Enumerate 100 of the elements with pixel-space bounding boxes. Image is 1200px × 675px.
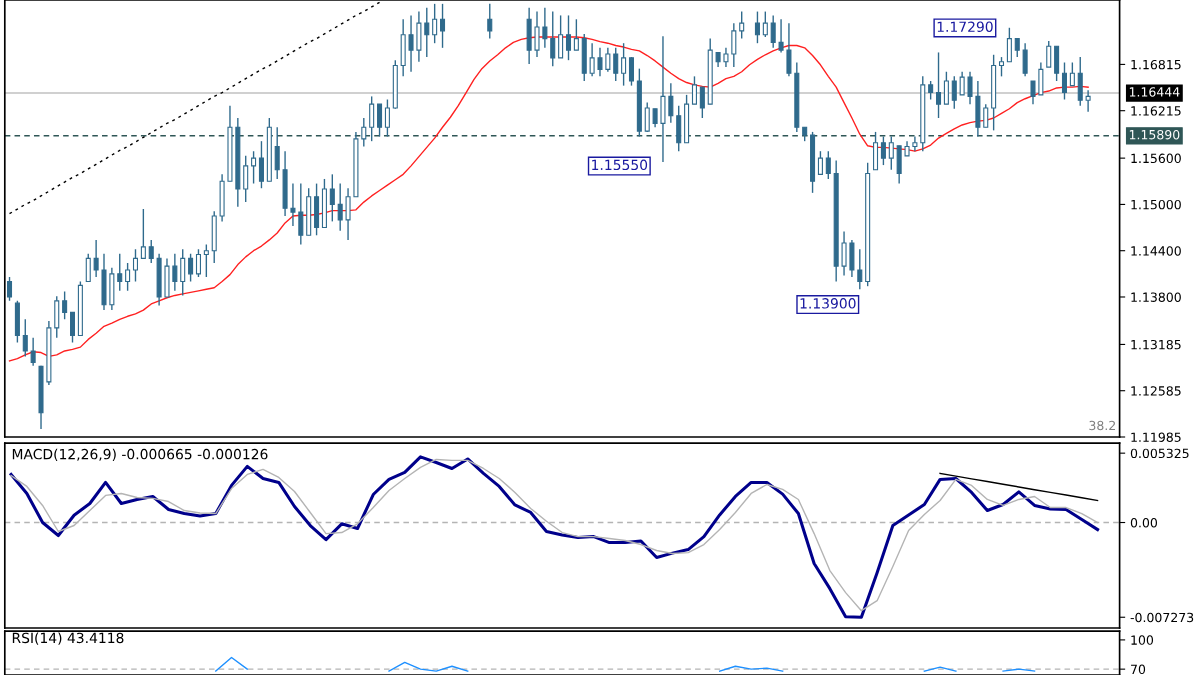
candlestick — [440, 3, 446, 49]
candlestick — [125, 262, 131, 292]
candlestick — [203, 243, 209, 278]
candlestick — [668, 82, 674, 124]
y-tick-label: 1.13185 — [1131, 339, 1181, 350]
candlestick — [329, 173, 335, 223]
candlestick — [841, 230, 847, 277]
candlestick — [888, 135, 894, 171]
candlestick — [69, 311, 76, 344]
candlestick — [983, 103, 989, 128]
candlestick — [1006, 27, 1012, 63]
candlestick — [558, 14, 564, 59]
y-tick-label: 1.16815 — [1131, 59, 1181, 70]
candlestick — [298, 182, 304, 246]
candlestick — [274, 126, 280, 180]
candlestick — [542, 7, 548, 49]
candlestick — [550, 10, 556, 68]
candlestick — [30, 337, 36, 367]
ref-line-label: 1.16444 — [1129, 87, 1180, 97]
chart-title: RSI(14) 43.4118 — [12, 632, 124, 645]
y-tick-label: 1.15000 — [1131, 199, 1181, 210]
candlestick — [573, 18, 579, 51]
candlestick — [377, 103, 383, 138]
candlestick — [148, 239, 154, 264]
candlestick — [1085, 89, 1091, 113]
candlestick — [534, 10, 540, 58]
y-tick-label: -0.007273 — [1130, 612, 1194, 623]
y-tick-label: 1.15600 — [1131, 153, 1181, 164]
candlestick — [959, 71, 965, 96]
candlestick — [1061, 61, 1068, 101]
y-tick-label: 1.12585 — [1131, 386, 1181, 396]
candlestick — [487, 3, 493, 40]
candlestick — [699, 86, 705, 119]
candlestick — [424, 7, 430, 58]
candlestick — [22, 318, 28, 358]
candlestick — [880, 135, 886, 166]
candlestick — [345, 187, 351, 241]
candlestick — [408, 14, 414, 73]
candlestick — [188, 253, 194, 283]
y-tick-label: 1.13800 — [1131, 292, 1181, 302]
ref-line-label: 1.15890 — [1129, 129, 1180, 140]
line-series — [939, 472, 1099, 502]
candlestick — [195, 248, 201, 278]
candlestick — [140, 208, 146, 260]
candlestick — [1014, 37, 1020, 58]
candlestick — [132, 248, 139, 283]
y-tick-label: 0.005325 — [1130, 448, 1189, 459]
candlestick — [778, 18, 784, 54]
candlestick — [369, 95, 375, 142]
candlestick — [1069, 61, 1075, 87]
candlestick — [731, 22, 737, 68]
candlestick — [652, 108, 658, 128]
y-tick-label: 100 — [1131, 635, 1154, 645]
candlestick — [912, 135, 918, 152]
annotation: 1.13900 — [800, 298, 856, 309]
candlestick — [644, 101, 650, 133]
candlestick — [943, 71, 949, 105]
candlestick — [180, 248, 186, 297]
y-tick-label: 1.16215 — [1131, 106, 1181, 116]
candlestick — [762, 10, 768, 38]
annotation: 1.15550 — [592, 159, 648, 171]
candlestick — [605, 47, 611, 73]
candlestick — [770, 14, 776, 49]
candlestick — [825, 150, 831, 180]
candlestick — [723, 47, 729, 68]
candlestick — [290, 182, 296, 227]
candlestick — [998, 56, 1005, 78]
y-tick-label: 0.00 — [1130, 517, 1158, 528]
candlestick — [621, 42, 627, 87]
candlestick — [565, 14, 572, 61]
candlestick — [739, 10, 745, 40]
candlestick — [7, 276, 13, 302]
candlestick — [691, 75, 697, 105]
y-tick-label: 70 — [1131, 664, 1146, 675]
candlestick — [1022, 42, 1028, 78]
candlestick — [243, 155, 249, 203]
candlestick — [117, 253, 123, 292]
candlestick — [936, 51, 942, 119]
candlestick — [1046, 40, 1052, 68]
candlestick — [597, 47, 603, 78]
candlestick — [817, 150, 823, 176]
candlestick — [172, 253, 178, 292]
candlestick — [432, 3, 438, 44]
candlestick — [62, 290, 68, 321]
candlestick — [251, 150, 257, 185]
candlestick — [337, 182, 343, 232]
candlestick — [1030, 80, 1036, 105]
candlestick — [93, 239, 99, 278]
candlestick — [928, 80, 934, 101]
candlestick — [85, 253, 91, 283]
candlestick — [258, 140, 264, 189]
candlestick — [613, 47, 619, 82]
candlestick — [857, 248, 863, 290]
annotation: 1.17290 — [937, 21, 993, 32]
candlestick — [786, 22, 792, 78]
chart-title: MACD(12,26,9) -0.000665 -0.000126 — [12, 448, 268, 461]
candlestick — [951, 75, 957, 110]
candlestick — [384, 98, 390, 138]
candlestick — [361, 117, 367, 148]
candlestick — [754, 10, 760, 44]
